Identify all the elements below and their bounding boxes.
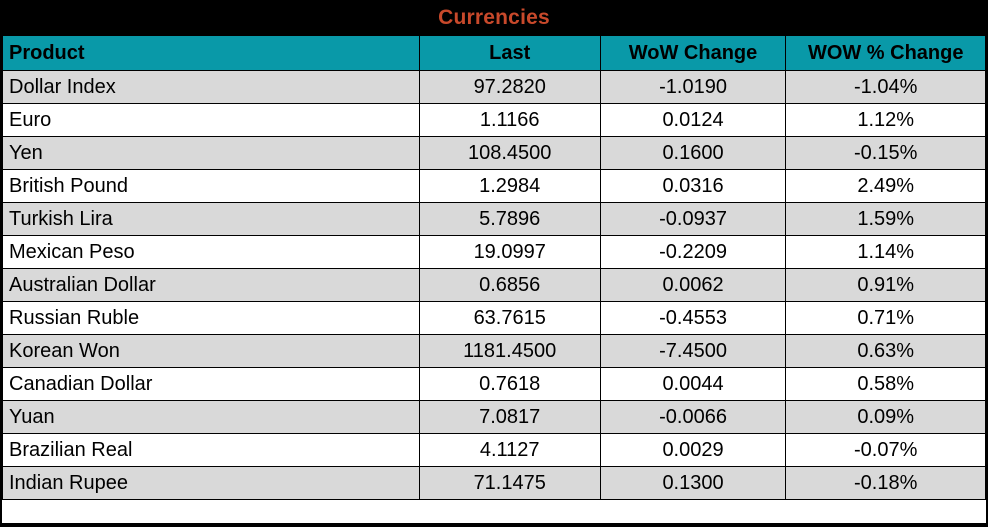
last-cell: 1.2984 [418,169,601,203]
wow-change-cell: -0.4553 [599,301,787,335]
product-cell: Dollar Index [2,70,420,104]
wow-pct-change-cell: 0.58% [785,367,986,401]
last-cell: 63.7615 [418,301,601,335]
table-body: Dollar Index 97.2820 -1.0190 -1.04% Euro 1.11… [2,70,986,500]
table-row: Russian Ruble 63.7615 -0.4553 0.71% [2,301,986,335]
last-cell: 0.7618 [418,367,601,401]
wow-change-cell: 0.0044 [599,367,787,401]
wow-change-cell: -7.4500 [599,334,787,368]
table-row: Mexican Peso 19.0997 -0.2209 1.14% [2,235,986,269]
last-cell: 71.1475 [418,466,601,500]
wow-pct-change-cell: 2.49% [785,169,986,203]
currencies-data-table: Product Last WoW Change WOW % Change Dollar… [2,35,986,500]
table-row: Brazilian Real 4.1127 0.0029 -0.07% [2,433,986,467]
product-cell: Canadian Dollar [2,367,420,401]
table-row: British Pound 1.2984 0.0316 2.49% [2,169,986,203]
wow-change-cell: 0.0316 [599,169,787,203]
wow-pct-change-cell: 1.12% [785,103,986,137]
last-cell: 7.0817 [418,400,601,434]
product-cell: Mexican Peso [2,235,420,269]
product-cell: Brazilian Real [2,433,420,467]
table-row: Korean Won 1181.4500 -7.4500 0.63% [2,334,986,368]
wow-pct-change-cell: 0.63% [785,334,986,368]
last-cell: 4.1127 [418,433,601,467]
wow-change-cell: 0.0124 [599,103,787,137]
wow-pct-change-cell: -0.07% [785,433,986,467]
product-cell: Euro [2,103,420,137]
last-cell: 5.7896 [418,202,601,236]
wow-pct-change-cell: -1.04% [785,70,986,104]
wow-change-cell: 0.1300 [599,466,787,500]
wow-pct-change-cell: 0.91% [785,268,986,302]
table-row: Yen 108.4500 0.1600 -0.15% [2,136,986,170]
table-row: Yuan 7.0817 -0.0066 0.09% [2,400,986,434]
table-title: Currencies [438,5,550,29]
column-header-product: Product [2,35,420,71]
wow-pct-change-cell: 1.14% [785,235,986,269]
product-cell: Korean Won [2,334,420,368]
product-cell: Australian Dollar [2,268,420,302]
wow-pct-change-cell: 0.71% [785,301,986,335]
wow-change-cell: -0.0066 [599,400,787,434]
table-row: Euro 1.1166 0.0124 1.12% [2,103,986,137]
product-cell: Indian Rupee [2,466,420,500]
last-cell: 1181.4500 [418,334,601,368]
table-row: Canadian Dollar 0.7618 0.0044 0.58% [2,367,986,401]
table-row: Dollar Index 97.2820 -1.0190 -1.04% [2,70,986,104]
last-cell: 19.0997 [418,235,601,269]
table-row: Indian Rupee 71.1475 0.1300 -0.18% [2,466,986,500]
table-title-bar: Currencies [2,0,986,35]
last-cell: 0.6856 [418,268,601,302]
product-cell: Yen [2,136,420,170]
product-cell: Russian Ruble [2,301,420,335]
wow-change-cell: -1.0190 [599,70,787,104]
wow-pct-change-cell: 0.09% [785,400,986,434]
wow-change-cell: 0.0029 [599,433,787,467]
wow-pct-change-cell: -0.18% [785,466,986,500]
wow-pct-change-cell: 1.59% [785,202,986,236]
last-cell: 97.2820 [418,70,601,104]
product-cell: Yuan [2,400,420,434]
table-row: Australian Dollar 0.6856 0.0062 0.91% [2,268,986,302]
wow-change-cell: 0.0062 [599,268,787,302]
wow-change-cell: -0.0937 [599,202,787,236]
column-header-wow-pct-change: WOW % Change [785,35,986,71]
column-header-last: Last [418,35,601,71]
table-row: Turkish Lira 5.7896 -0.0937 1.59% [2,202,986,236]
wow-change-cell: -0.2209 [599,235,787,269]
product-cell: Turkish Lira [2,202,420,236]
last-cell: 1.1166 [418,103,601,137]
product-cell: British Pound [2,169,420,203]
column-header-wow-change: WoW Change [599,35,787,71]
wow-change-cell: 0.1600 [599,136,787,170]
last-cell: 108.4500 [418,136,601,170]
header-row: Product Last WoW Change WOW % Change [2,35,986,71]
wow-pct-change-cell: -0.15% [785,136,986,170]
